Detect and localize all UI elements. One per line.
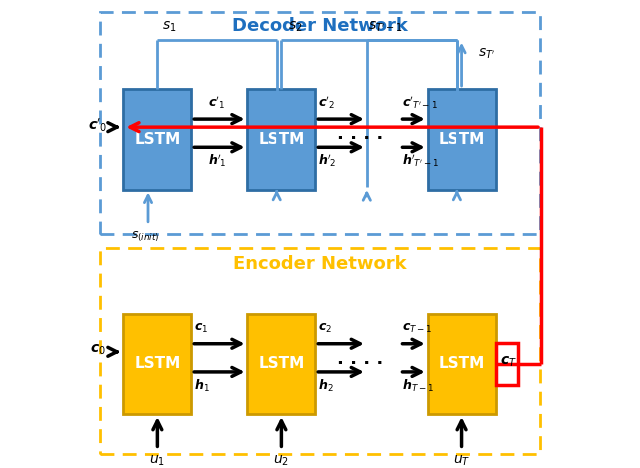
Text: $\boldsymbol{h}'_2$: $\boldsymbol{h}'_2$ [317,153,336,169]
Text: $\boldsymbol{c}'_2$: $\boldsymbol{c}'_2$ [317,94,335,110]
FancyBboxPatch shape [248,314,316,414]
Text: LSTM: LSTM [438,356,484,372]
Text: LSTM: LSTM [134,356,180,372]
Text: $\boldsymbol{c}_0$: $\boldsymbol{c}_0$ [90,342,106,357]
Text: LSTM: LSTM [134,132,180,147]
FancyBboxPatch shape [428,89,495,190]
Text: $s_2$: $s_2$ [288,20,303,34]
FancyBboxPatch shape [248,89,316,190]
Text: $u_2$: $u_2$ [273,454,289,468]
Text: $\boldsymbol{h}_2$: $\boldsymbol{h}_2$ [317,378,333,394]
FancyBboxPatch shape [428,314,495,414]
Text: $\boldsymbol{c}_{T-1}$: $\boldsymbol{c}_{T-1}$ [402,322,432,335]
Text: · · · ·: · · · · [337,130,383,148]
Text: LSTM: LSTM [438,132,484,147]
Text: $\boldsymbol{h}_1$: $\boldsymbol{h}_1$ [194,378,209,394]
Text: $s_{T'}$: $s_{T'}$ [478,47,495,61]
Text: $s_{T'-1}$: $s_{T'-1}$ [368,20,403,34]
Text: $\boldsymbol{h}_{T-1}$: $\boldsymbol{h}_{T-1}$ [402,378,434,394]
Text: $\boldsymbol{c}_2$: $\boldsymbol{c}_2$ [317,322,332,335]
Text: $u_T$: $u_T$ [453,454,470,468]
Text: $s_{(init)}$: $s_{(init)}$ [131,229,160,244]
Text: $\boldsymbol{c}_T$: $\boldsymbol{c}_T$ [500,354,516,369]
Text: $\boldsymbol{c}_1$: $\boldsymbol{c}_1$ [194,322,208,335]
Bar [100,248,540,454]
Bar [100,12,540,234]
Text: LSTM: LSTM [259,356,305,372]
FancyBboxPatch shape [124,89,191,190]
Bar [496,343,518,385]
Text: Encoder Network: Encoder Network [233,256,407,273]
Text: Decoder Network: Decoder Network [232,17,408,35]
Text: $\boldsymbol{c}'_0$: $\boldsymbol{c}'_0$ [88,116,108,134]
Text: $u_1$: $u_1$ [149,454,165,468]
Text: $\boldsymbol{h}'_{T'-1}$: $\boldsymbol{h}'_{T'-1}$ [402,153,439,169]
Text: LSTM: LSTM [259,132,305,147]
FancyBboxPatch shape [124,314,191,414]
Text: $\boldsymbol{c}'_{T'-1}$: $\boldsymbol{c}'_{T'-1}$ [402,94,438,110]
Text: $s_1$: $s_1$ [162,20,176,34]
Text: $\boldsymbol{h}'_1$: $\boldsymbol{h}'_1$ [208,153,227,169]
Text: $\boldsymbol{c}'_1$: $\boldsymbol{c}'_1$ [208,94,225,110]
Text: · · · ·: · · · · [337,355,383,373]
